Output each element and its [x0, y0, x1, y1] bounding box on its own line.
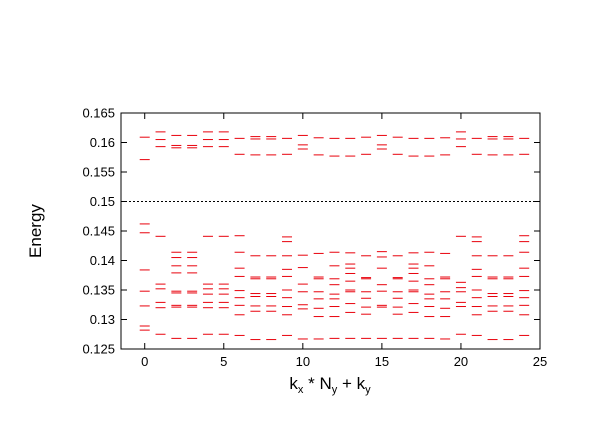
x-axis-title-sub-x: x — [298, 384, 304, 396]
y-axis-title: Energy — [26, 204, 45, 258]
x-axis-title-k: k — [289, 374, 298, 393]
x-axis-title-plus-k: + k — [337, 374, 365, 393]
x-axis-title-sub-y2: y — [365, 384, 371, 396]
x-tick-label: 15 — [375, 354, 389, 369]
x-tick-label: 5 — [220, 354, 227, 369]
y-tick-label: 0.145 — [82, 224, 115, 239]
plot-frame — [120, 112, 541, 350]
y-tick-label: 0.135 — [82, 283, 115, 298]
x-axis-title: kx * Ny + ky — [289, 374, 371, 396]
y-tick-label: 0.15 — [90, 194, 115, 209]
y-tick-label: 0.155 — [82, 165, 115, 180]
x-axis-title-times-n: * N — [303, 374, 331, 393]
x-tick-label: 10 — [296, 354, 310, 369]
y-tick-label: 0.13 — [90, 312, 115, 327]
x-tick-label: 25 — [533, 354, 547, 369]
data-marks — [139, 131, 530, 341]
y-tick-label: 0.14 — [90, 253, 115, 268]
y-tick-label: 0.16 — [90, 135, 115, 150]
x-tick-label: 20 — [454, 354, 468, 369]
x-tick-label: 0 — [141, 354, 148, 369]
ticks-layer: 0.125 0.13 0.135 0.14 0.145 0.15 0.155 0.16 0.16… — [82, 106, 547, 370]
x-axis-title-sub-y: y — [332, 384, 338, 396]
y-tick-label: 0.125 — [82, 342, 115, 357]
y-tick-label: 0.165 — [82, 106, 115, 121]
